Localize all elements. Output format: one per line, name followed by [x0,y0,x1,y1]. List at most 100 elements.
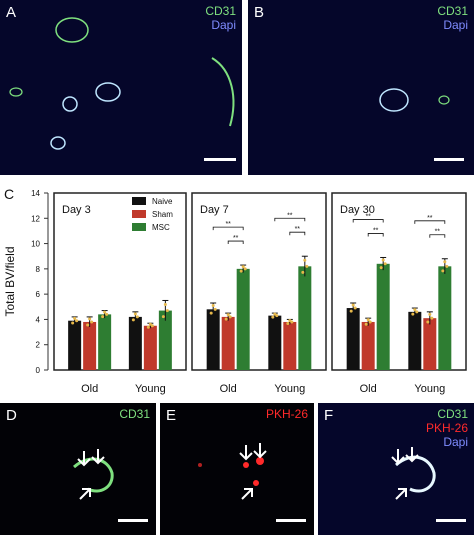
significance-bracket [227,240,244,245]
significance-bracket [212,226,244,231]
significance-bracket [414,220,446,224]
significance-label: ** [365,214,371,221]
pkh-cell [256,457,264,465]
bar [128,316,142,370]
data-point [241,265,245,269]
vessel [9,87,23,97]
data-point [165,309,169,313]
data-point [243,267,247,271]
data-point [71,321,75,325]
panel-d-image: D CD31 [0,403,156,535]
panel-f-image: F CD31 PKH-26 Dapi [318,403,474,535]
data-point [161,315,165,319]
y-tick-label: 2 [36,341,41,350]
legend-label: Naive [152,197,173,206]
bar [68,320,82,370]
panel-a-vessels [9,17,235,150]
pkh-cell [243,462,249,468]
data-point [131,318,135,322]
channel-label-pkh26: PKH-26 [425,421,468,435]
bar [438,266,452,370]
data-point [353,306,357,310]
arrow-icon [391,449,405,465]
bar-chart: Total BV/field 0 2 4 6 8 10 12 14 Day 3 Old Young Da… [3,189,467,395]
bar [143,325,157,370]
vessel [379,88,409,112]
channel-label-dapi: Dapi [211,18,236,32]
vessel [55,17,89,43]
significance-label: ** [373,227,379,234]
data-point [135,315,139,319]
panel-letter: F [324,407,334,424]
data-point [305,264,309,268]
data-point [303,258,307,262]
bar [423,318,437,370]
data-point [441,269,445,273]
bar [268,315,282,370]
bar [346,308,360,370]
data-point [379,266,383,270]
arrow-icon [239,445,253,461]
bar [98,314,112,370]
data-point [286,321,290,325]
bar [236,268,250,370]
vessel [438,95,450,105]
data-point [239,269,243,273]
data-point [366,318,370,322]
data-point [301,270,305,274]
y-tick-label: 4 [36,315,41,324]
scale-bar [434,158,464,161]
y-tick-label: 0 [36,366,41,375]
panel-b-vessels [379,88,450,112]
subplot-frame [331,192,467,371]
data-point [443,260,447,264]
legend-swatch [132,197,146,205]
data-point [226,313,230,317]
data-point [73,316,77,320]
group-label: Old [360,383,377,395]
group-label: Young [135,383,166,395]
subplot-frame [53,192,187,371]
bar [408,311,422,370]
subplot-title: Day 30 [340,204,375,216]
data-point [368,320,372,324]
data-point [146,325,150,329]
data-point [383,262,387,266]
subplot-title: Day 3 [62,204,91,216]
data-point [213,307,217,311]
data-point [273,312,277,316]
bar [376,263,390,370]
data-point [381,258,385,262]
channel-label-cd31: CD31 [437,407,468,421]
vessel [50,136,66,150]
data-point [415,310,419,314]
significance-label: ** [427,215,433,222]
significance-label: ** [233,235,239,242]
y-tick-label: 10 [31,240,40,249]
significance-bracket [274,217,306,222]
arrow-icon [77,451,91,467]
bar [221,316,235,370]
data-point [413,308,417,312]
panel-e-staining [198,443,267,500]
subplot-frame [191,192,327,371]
y-tick-label: 12 [31,214,40,223]
data-point [101,315,105,319]
y-tick-label: 6 [36,290,41,299]
data-point [224,317,228,321]
bar [298,266,312,370]
data-point [86,323,90,327]
scale-bar [436,519,466,522]
bar [158,310,172,370]
data-point [271,315,275,319]
data-point [148,322,152,326]
vessel-stain [73,457,114,493]
panel-b-image: B CD31 Dapi [248,0,474,175]
significance-bracket [367,233,384,237]
panel-letter: E [166,407,177,424]
data-point [351,303,355,307]
data-point [90,320,94,324]
scale-bar [118,519,148,522]
data-point [445,264,449,268]
data-point [430,316,434,320]
